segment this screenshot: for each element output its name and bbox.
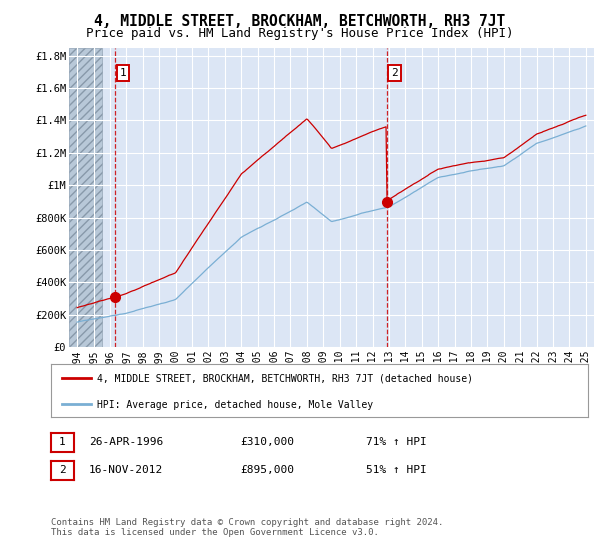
Text: £895,000: £895,000 [240, 465, 294, 475]
Text: 16-NOV-2012: 16-NOV-2012 [89, 465, 163, 475]
Text: 2: 2 [59, 465, 66, 475]
Text: HPI: Average price, detached house, Mole Valley: HPI: Average price, detached house, Mole… [97, 400, 373, 410]
Text: 26-APR-1996: 26-APR-1996 [89, 437, 163, 447]
Text: 2: 2 [391, 68, 398, 78]
Text: 51% ↑ HPI: 51% ↑ HPI [366, 465, 427, 475]
Text: Price paid vs. HM Land Registry's House Price Index (HPI): Price paid vs. HM Land Registry's House … [86, 27, 514, 40]
Text: 1: 1 [59, 437, 66, 447]
Text: 71% ↑ HPI: 71% ↑ HPI [366, 437, 427, 447]
Bar [69, 48, 102, 347]
Text: 4, MIDDLE STREET, BROCKHAM, BETCHWORTH, RH3 7JT (detached house): 4, MIDDLE STREET, BROCKHAM, BETCHWORTH, … [97, 374, 473, 384]
Text: 4, MIDDLE STREET, BROCKHAM, BETCHWORTH, RH3 7JT: 4, MIDDLE STREET, BROCKHAM, BETCHWORTH, … [94, 14, 506, 29]
Text: 1: 1 [119, 68, 126, 78]
Text: £310,000: £310,000 [240, 437, 294, 447]
Text: Contains HM Land Registry data © Crown copyright and database right 2024.
This d: Contains HM Land Registry data © Crown c… [51, 518, 443, 538]
